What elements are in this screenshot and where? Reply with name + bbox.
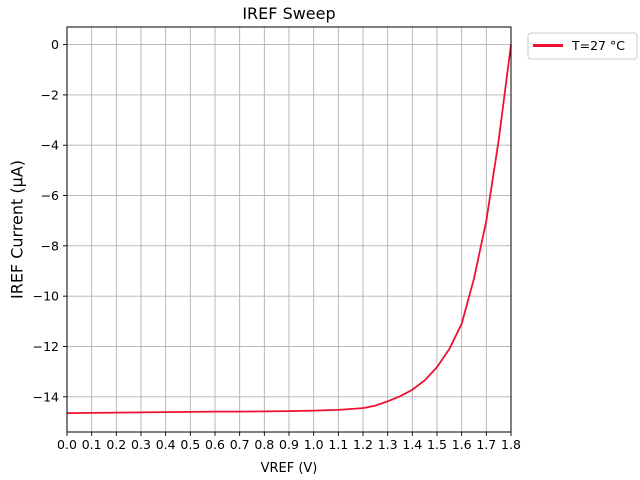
x-tick-label: 1.3 <box>378 437 398 452</box>
y-tick-label: −8 <box>41 238 59 253</box>
y-tick-label: 0 <box>51 37 59 52</box>
y-tick-label: −2 <box>41 87 59 102</box>
y-axis-ticks: 0 −2 −4 −6 −8 −10 −12 −14 <box>33 37 67 404</box>
x-tick-label: 0.8 <box>254 437 274 452</box>
y-tick-label: −14 <box>33 389 59 404</box>
x-axis-ticks: 0.0 0.1 0.2 0.3 0.4 0.5 0.6 0.7 0.8 0.9 1.0 1.1 1.2 1… <box>57 432 521 452</box>
legend-box <box>527 32 638 60</box>
y-tick-label: −10 <box>33 289 59 304</box>
x-tick-label: 0.6 <box>205 437 225 452</box>
series-line <box>66 44 512 415</box>
y-tick-label: −4 <box>41 138 59 153</box>
y-axis-title: IREF Current (µA) <box>8 160 27 299</box>
x-tick-label: 1.7 <box>476 437 496 452</box>
x-tick-label: 0.1 <box>82 437 102 452</box>
grid <box>66 27 512 432</box>
x-tick-label: 0.7 <box>230 437 250 452</box>
x-tick-label: 1.0 <box>304 437 324 452</box>
x-tick-label: 1.6 <box>452 437 472 452</box>
x-tick-label: 0.4 <box>156 437 176 452</box>
x-tick-label: 1.5 <box>427 437 447 452</box>
x-tick-label: 0.5 <box>180 437 200 452</box>
x-axis-title: VREF (V) <box>261 461 318 476</box>
y-tick-label: −6 <box>41 188 59 203</box>
x-tick-label: 1.1 <box>328 437 348 452</box>
y-tick-label: −12 <box>33 339 59 354</box>
x-tick-label: 1.4 <box>402 437 422 452</box>
x-tick-label: 0.9 <box>279 437 299 452</box>
x-tick-label: 1.8 <box>501 437 521 452</box>
legend-entry: T=27 °C <box>571 38 625 53</box>
series-layer <box>66 44 512 415</box>
x-tick-label: 1.2 <box>353 437 373 452</box>
x-tick-label: 0.3 <box>131 437 151 452</box>
legend: T=27 °C <box>527 32 638 60</box>
x-tick-label: 0.2 <box>106 437 126 452</box>
chart-title: IREF Sweep <box>242 4 335 23</box>
x-tick-label: 0.0 <box>57 437 77 452</box>
plot-frame <box>66 26 512 433</box>
